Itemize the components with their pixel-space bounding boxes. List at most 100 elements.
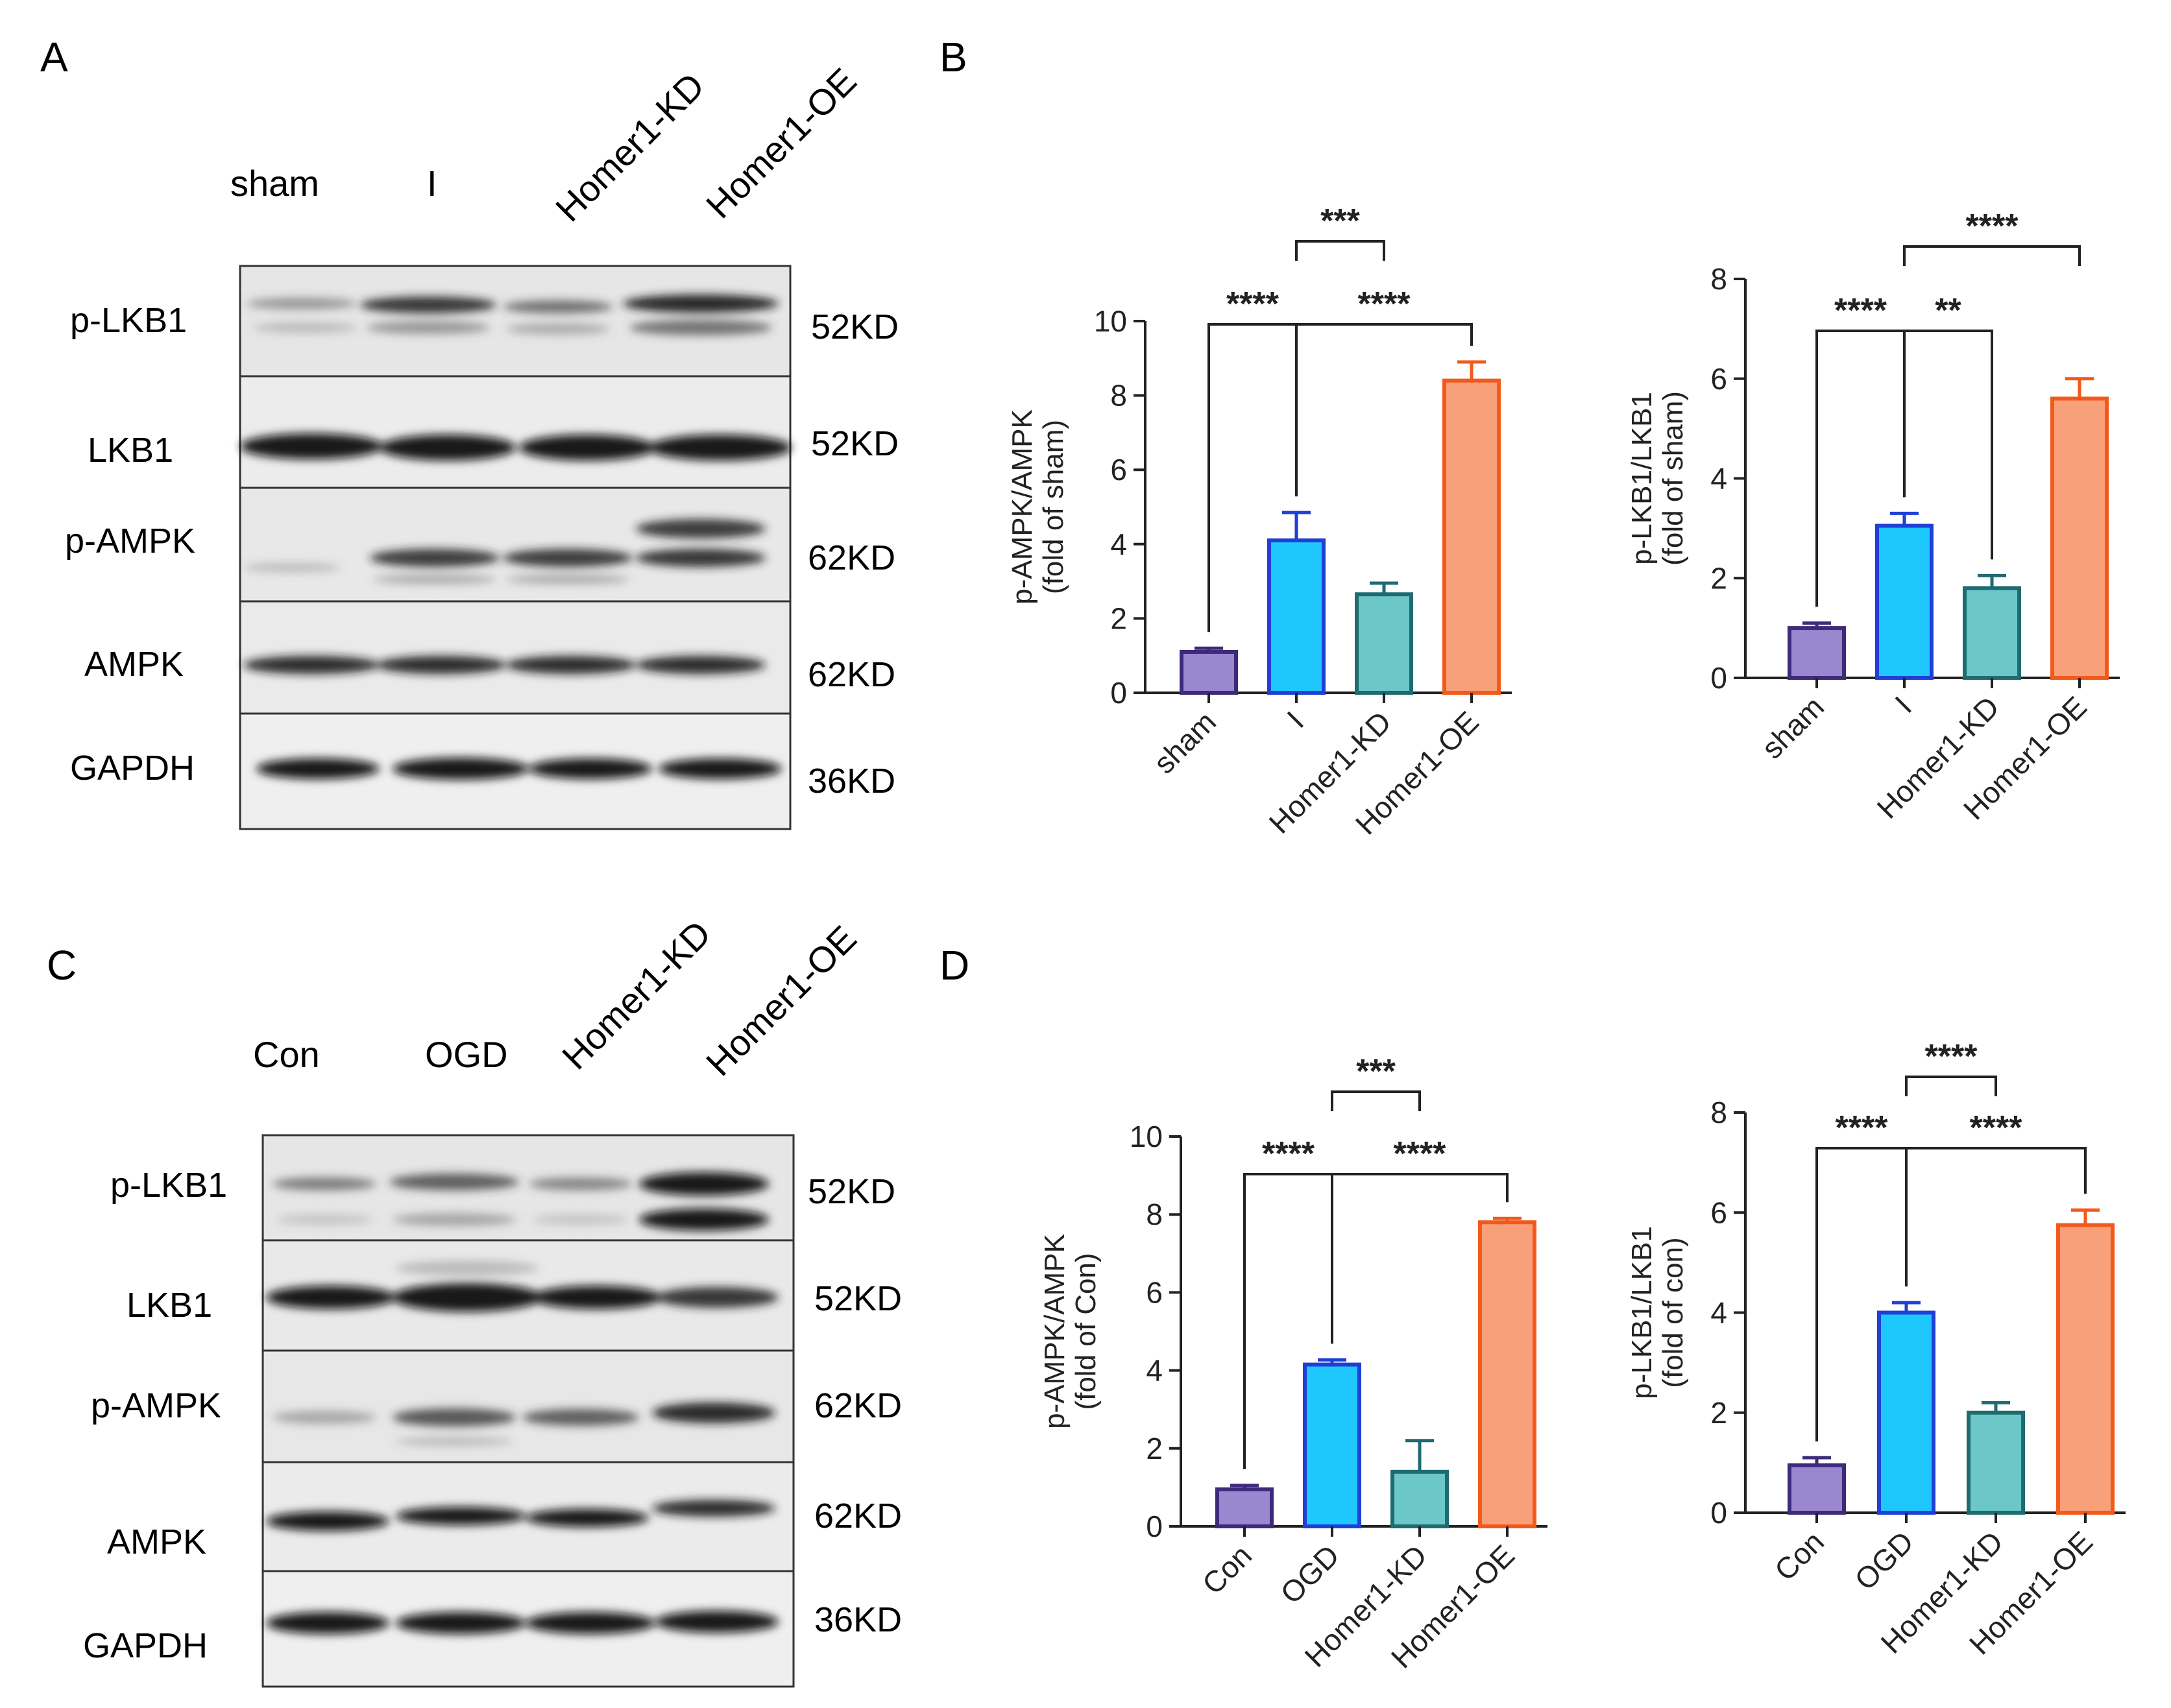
blot-membrane (239, 487, 792, 603)
y-tick-label: 4 (1110, 527, 1127, 561)
blot-band (639, 1209, 769, 1231)
bar (1390, 1469, 1449, 1529)
y-tick-label: 8 (1110, 379, 1127, 413)
blot-band (506, 656, 636, 674)
bar (1963, 586, 2021, 680)
blot-band (655, 1287, 779, 1308)
protein-label: LKB1 (88, 431, 173, 470)
blot-band (652, 1500, 775, 1517)
significance-label: **** (1836, 1109, 1889, 1147)
bar (2056, 1223, 2115, 1515)
significance-label: **** (1834, 292, 1887, 330)
x-tick-label: Con (1768, 1524, 1830, 1587)
significance-bracket (1905, 1147, 2087, 1287)
significance-bracket (1903, 245, 2081, 266)
bar (1788, 1463, 1846, 1515)
blot-band (256, 758, 380, 779)
blot-band (243, 656, 380, 674)
blot-band (393, 758, 529, 780)
y-axis-label: p-AMPK/AMPK (1039, 1234, 1071, 1429)
y-axis-label: (fold of con) (1657, 1237, 1689, 1388)
protein-label: AMPK (107, 1522, 206, 1561)
blot-band (240, 433, 383, 459)
blot-band (370, 549, 500, 567)
blot-band (396, 1612, 526, 1634)
y-tick-label: 2 (1146, 1432, 1163, 1465)
bar (1478, 1220, 1536, 1528)
blot-band (506, 575, 629, 584)
protein-label: p-AMPK (65, 522, 195, 560)
blot-band (526, 1509, 649, 1527)
significance-label: **** (1226, 285, 1280, 323)
significance-bracket (1903, 330, 1993, 560)
bar (1303, 1362, 1361, 1528)
significance-bracket (1331, 1173, 1509, 1344)
blot-band (629, 320, 772, 335)
significance-bracket (1295, 323, 1473, 497)
panel-letter-b: B (940, 34, 967, 80)
mw-label: 52KD (811, 307, 899, 346)
blot-band (273, 1411, 376, 1424)
x-tick-label: OGD (1274, 1538, 1346, 1610)
blot-band (519, 435, 655, 461)
protein-label: LKB1 (127, 1286, 212, 1325)
lane-label: Con (253, 1034, 320, 1075)
blot-band (506, 323, 610, 335)
blot-band (389, 1173, 519, 1190)
y-axis-label: (fold of sham) (1657, 391, 1689, 566)
lane-label: OGD (425, 1034, 508, 1075)
protein-label: AMPK (84, 645, 184, 684)
blot-band (529, 758, 652, 779)
blot-band (243, 563, 341, 572)
bar (2050, 396, 2109, 680)
x-tick-label: sham (1147, 704, 1222, 780)
blot-band (376, 656, 506, 674)
bar (1215, 1487, 1274, 1529)
blot-band (396, 1437, 513, 1446)
blot-band (529, 1177, 633, 1190)
lane-label: sham (230, 163, 319, 204)
blot-panel-a: sham I Homer1-KD Homer1-OE (65, 60, 899, 830)
y-axis-label: p-LKB1/LKB1 (1626, 1226, 1658, 1399)
blot-band (273, 1177, 376, 1190)
protein-label: p-LKB1 (110, 1166, 227, 1205)
mw-label: 36KD (814, 1600, 902, 1639)
mw-label: 52KD (808, 1172, 895, 1211)
bar (1967, 1410, 2025, 1515)
blot-band (636, 549, 766, 567)
mw-label: 62KD (814, 1497, 902, 1535)
blot-band (655, 1611, 779, 1633)
y-tick-label: 2 (1710, 561, 1727, 595)
y-axis-label: (fold of sham) (1037, 420, 1069, 594)
y-tick-label: 4 (1710, 462, 1727, 496)
significance-label: **** (1262, 1135, 1315, 1173)
lane-label: Homer1-OE (698, 60, 864, 226)
protein-label: p-LKB1 (70, 301, 187, 340)
bar (1180, 649, 1238, 695)
bar (1355, 592, 1413, 695)
y-tick-label: 8 (1710, 1096, 1727, 1129)
blot-membrane (239, 375, 792, 489)
protein-label: GAPDH (70, 749, 195, 788)
blot-band (266, 1286, 396, 1309)
y-tick-label: 4 (1146, 1354, 1163, 1388)
y-tick-label: 6 (1710, 362, 1727, 396)
x-tick-label: I (1888, 690, 1918, 719)
mw-label: 62KD (814, 1386, 902, 1425)
blot-band (503, 300, 613, 313)
blot-band (253, 322, 357, 333)
blot-band (659, 758, 782, 779)
bar (1877, 1310, 1935, 1515)
y-tick-label: 10 (1130, 1120, 1163, 1153)
blot-band (532, 1286, 662, 1309)
y-axis-label: p-LKB1/LKB1 (1626, 392, 1658, 565)
x-tick-label: OGD (1848, 1524, 1920, 1596)
panel-letter-d: D (940, 942, 969, 989)
blot-band (276, 1214, 373, 1225)
mw-label: 62KD (808, 538, 895, 577)
significance-bracket (1295, 240, 1385, 261)
panel-letter-c: C (47, 942, 77, 989)
